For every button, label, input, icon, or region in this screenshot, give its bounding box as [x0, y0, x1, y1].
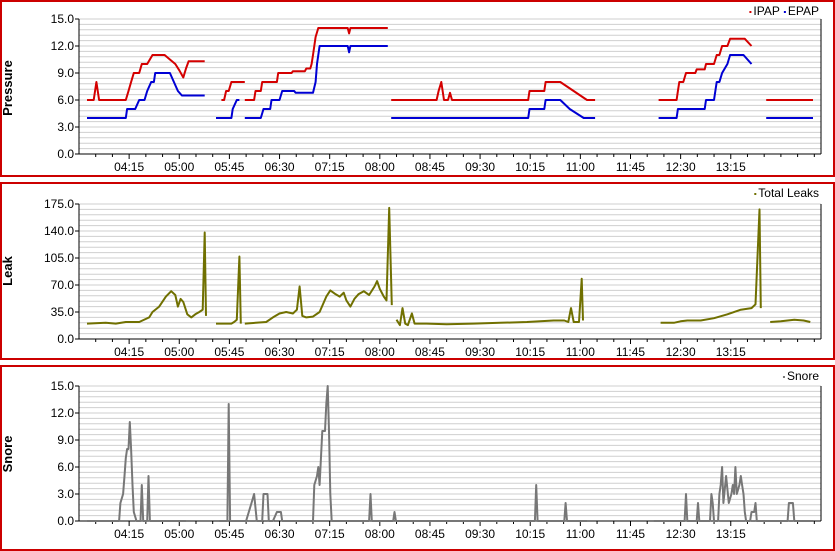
x-tick-label: 08:00	[365, 160, 395, 174]
x-tick-label: 12:30	[666, 160, 696, 174]
y-tick-label: 15.0	[51, 379, 75, 393]
x-tick-label: 04:15	[114, 345, 144, 359]
x-tick-label: 09:30	[465, 345, 495, 359]
panel-border	[0, 0, 835, 177]
series-line-ipap	[244, 27, 388, 101]
x-tick-label: 10:15	[515, 345, 545, 359]
panel-border	[0, 182, 835, 360]
x-tick-label: 13:15	[716, 160, 746, 174]
x-tick-label: 07:15	[315, 527, 345, 541]
series-line-total-leaks	[770, 318, 811, 323]
y-tick-label: 0.0	[57, 514, 74, 528]
y-tick-label: 70.0	[51, 278, 75, 292]
series-line-total-leaks	[216, 255, 242, 325]
x-tick-label: 08:00	[365, 345, 395, 359]
x-tick-label: 05:00	[164, 527, 194, 541]
legend-label: Total Leaks	[758, 186, 819, 200]
x-tick-label: 10:15	[515, 160, 545, 174]
y-tick-label: 12.0	[51, 406, 75, 420]
y-tick-label: 0.0	[57, 332, 74, 346]
y-tick-label: 175.0	[44, 197, 74, 211]
y-tick-label: 15.0	[51, 12, 75, 26]
x-tick-label: 04:15	[114, 527, 144, 541]
x-tick-label: 13:15	[716, 345, 746, 359]
x-tick-label: 07:15	[315, 160, 345, 174]
series-line-epap	[391, 99, 596, 119]
x-tick-label: 07:15	[315, 345, 345, 359]
y-tick-label: 9.0	[57, 66, 74, 80]
y-tick-label: 9.0	[57, 433, 74, 447]
series-line-epap	[216, 99, 240, 119]
series-line-ipap	[221, 81, 245, 101]
x-tick-label: 11:00	[566, 345, 595, 359]
y-tick-label: 6.0	[57, 93, 74, 107]
series-line-epap	[244, 45, 388, 119]
series-line-total-leaks	[395, 277, 584, 327]
x-tick-label: 11:45	[616, 345, 645, 359]
series-line-total-leaks	[86, 231, 207, 325]
y-tick-label: 35.0	[51, 305, 75, 319]
series-line-total-leaks	[244, 206, 393, 325]
x-tick-label: 09:30	[465, 160, 495, 174]
x-tick-label: 06:30	[265, 527, 295, 541]
y-tick-label: 3.0	[57, 487, 74, 501]
series-line-snore	[653, 466, 813, 522]
series-line-ipap	[658, 37, 753, 101]
x-tick-label: 05:45	[214, 527, 244, 541]
chart-panel-2: 0.0 35.0 70.0 105.0 140.0 175.0 Leak 04:15 05:00…	[0, 182, 835, 360]
y-tick-label: 0.0	[57, 147, 74, 161]
x-tick-label: 12:30	[666, 527, 696, 541]
x-tick-label: 11:45	[616, 527, 645, 541]
series-line-snore	[219, 385, 587, 522]
y-tick-label: 12.0	[51, 39, 75, 53]
y-tick-label: 3.0	[57, 120, 74, 134]
x-tick-label: 10:15	[515, 527, 545, 541]
x-tick-label: 08:00	[365, 527, 395, 541]
x-tick-label: 05:45	[214, 160, 244, 174]
x-tick-label: 08:45	[415, 527, 445, 541]
legend-swatch	[782, 376, 785, 378]
series-line-epap	[658, 54, 753, 119]
series-line-snore	[87, 421, 186, 522]
y-tick-label: 6.0	[57, 460, 74, 474]
legend-swatch	[754, 193, 757, 195]
x-tick-label: 08:45	[415, 160, 445, 174]
y-axis-title: Leak	[0, 255, 15, 285]
legend-label: IPAP	[753, 4, 779, 18]
y-axis-title: Snore	[0, 436, 15, 473]
y-tick-label: 105.0	[44, 251, 74, 265]
y-tick-label: 140.0	[44, 224, 74, 238]
x-tick-label: 11:00	[566, 160, 595, 174]
series-line-total-leaks	[660, 208, 762, 324]
series-line-epap	[87, 72, 205, 119]
x-tick-label: 11:45	[616, 160, 645, 174]
legend-swatch	[783, 11, 786, 13]
x-tick-label: 08:45	[415, 345, 445, 359]
y-axis-title: Pressure	[0, 60, 15, 116]
legend-swatch	[749, 11, 752, 13]
x-tick-label: 05:00	[164, 345, 194, 359]
x-tick-label: 04:15	[114, 160, 144, 174]
chart-panel-3: 0.0 3.0 6.0 9.0 12.0 15.0 Snore 04:15 05:00 05:45…	[0, 365, 835, 551]
legend-label: Snore	[787, 369, 819, 383]
x-tick-label: 06:30	[265, 160, 295, 174]
x-tick-label: 09:30	[465, 527, 495, 541]
series-line-ipap	[391, 81, 596, 101]
x-tick-label: 11:00	[566, 527, 595, 541]
legend-label: EPAP	[788, 4, 819, 18]
x-tick-label: 05:45	[214, 345, 244, 359]
x-tick-label: 05:00	[164, 160, 194, 174]
x-tick-label: 06:30	[265, 345, 295, 359]
chart-panel-1: 0.0 3.0 6.0 9.0 12.0 15.0 Pressure 04:15 05:00 05…	[0, 0, 835, 177]
x-tick-label: 13:15	[716, 527, 746, 541]
series-line-ipap	[87, 54, 205, 101]
x-tick-label: 12:30	[666, 345, 696, 359]
